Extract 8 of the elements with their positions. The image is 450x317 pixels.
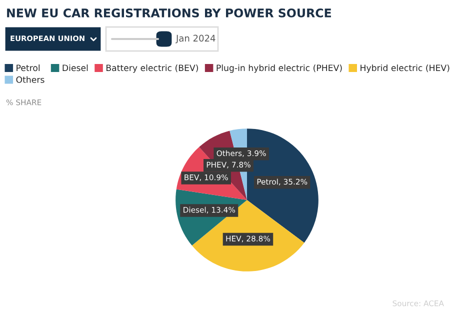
legend-label: Diesel (62, 64, 88, 72)
chart-title: NEW EU CAR REGISTRATIONS BY POWER SOURCE (7, 8, 331, 18)
legend-label: Hybrid electric (HEV) (360, 64, 450, 73)
legend-label: Petrol (16, 64, 40, 72)
legend-label: Battery electric (BEV) (106, 64, 198, 73)
legend-label: Plug-in hybrid electric (PHEV) (216, 64, 342, 73)
text: Jan 2024 (176, 34, 216, 44)
legend-label: Others (16, 76, 44, 83)
